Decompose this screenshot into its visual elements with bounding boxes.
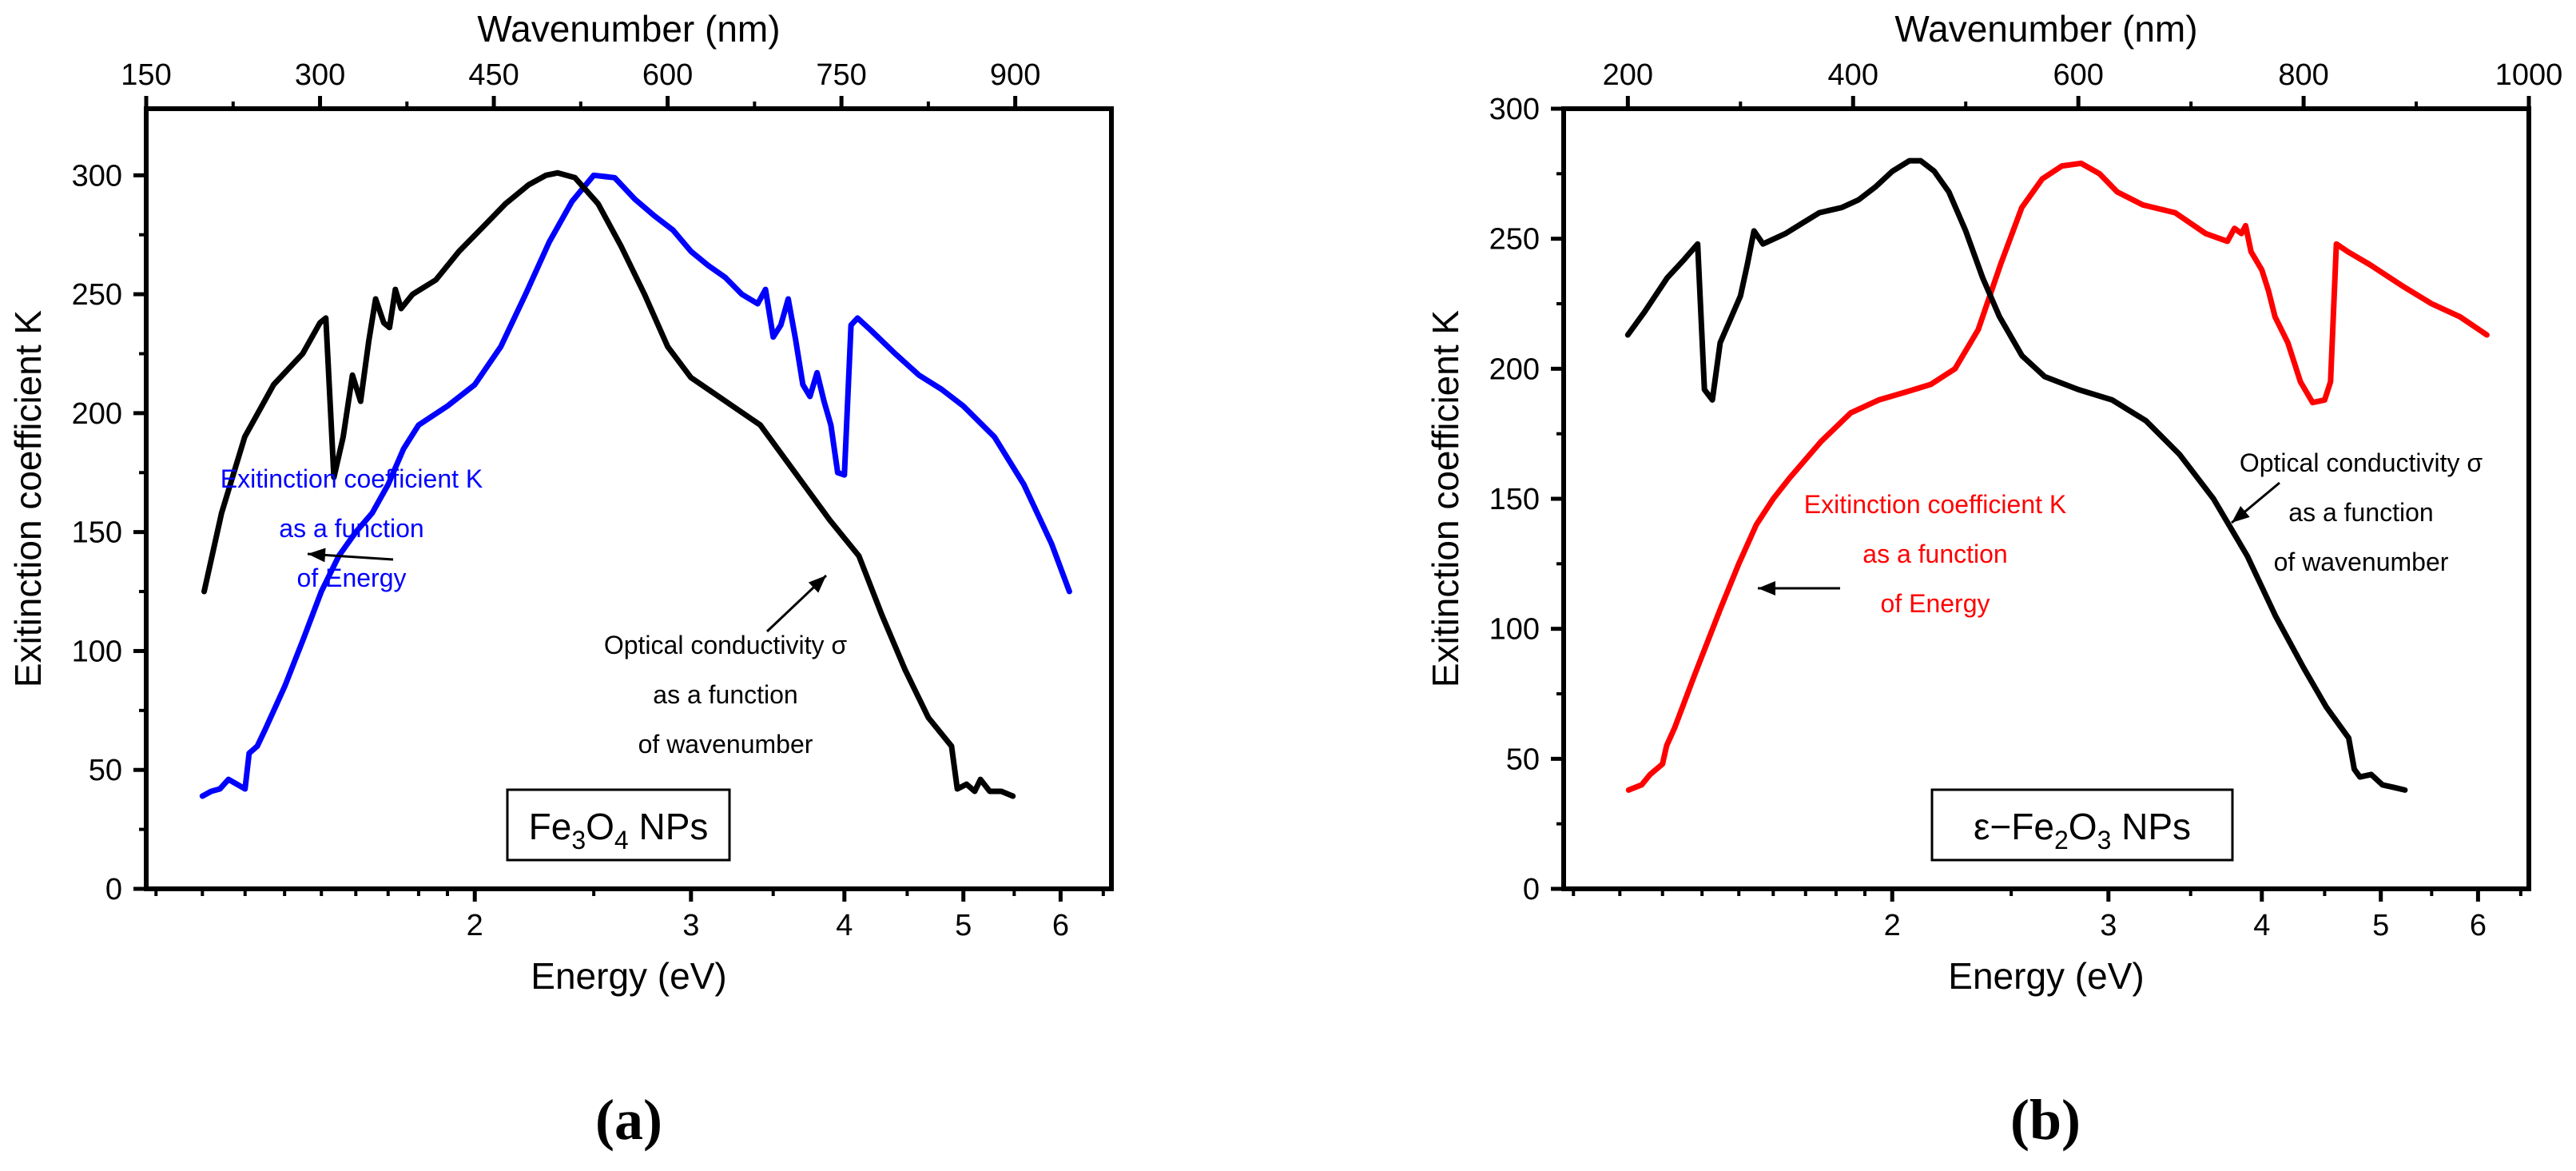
x-tick-label: 4 bbox=[836, 909, 853, 942]
sample-label-post: NPs bbox=[2111, 806, 2191, 847]
x-tick-label: 3 bbox=[682, 909, 699, 942]
sample-label-pre: Fe bbox=[529, 806, 572, 847]
sample-label-pre: ε−Fe bbox=[1974, 806, 2054, 847]
annotation-arrow-head bbox=[308, 548, 326, 563]
x-axis-title: Energy (eV) bbox=[1948, 955, 2144, 997]
sample-label-sub1: 2 bbox=[2054, 826, 2069, 854]
sample-label: Fe3O4 NPs bbox=[529, 806, 709, 854]
annotation-line: as a function bbox=[279, 514, 423, 543]
annotation-arrow-head bbox=[1758, 581, 1775, 595]
annotation-line: as a function bbox=[653, 680, 797, 709]
y-tick-label: 200 bbox=[72, 397, 122, 431]
sample-label-frame bbox=[1930, 788, 2234, 862]
sample-label-post: NPs bbox=[629, 806, 709, 847]
sample-label-box: Fe3O4 NPs bbox=[506, 788, 731, 862]
y-tick-label: 50 bbox=[89, 754, 122, 787]
annotation-energy: Exitinction coefficient K as a function of… bbox=[221, 464, 483, 592]
series-line-energy bbox=[199, 172, 1072, 799]
sample-label-box: ε−Fe2O3 NPs bbox=[1930, 788, 2234, 862]
y-tick-label: 100 bbox=[1489, 613, 1540, 647]
y-axis-title: Exitinction coefficient K bbox=[7, 310, 49, 687]
top-tick-label: 150 bbox=[121, 58, 171, 92]
annotation-energy: Exitinction coefficient K as a function of… bbox=[1758, 490, 2066, 618]
annotation-wavenumber: Optical conductivity σ as a function of wa… bbox=[604, 574, 848, 759]
y-tick-label: 300 bbox=[72, 159, 122, 193]
y-tick-label: 250 bbox=[72, 278, 122, 312]
series-line-wavenumber bbox=[201, 169, 1016, 799]
sample-label-mid: O bbox=[586, 806, 614, 847]
top-tick-label: 600 bbox=[2053, 58, 2103, 92]
annotation-line: Optical conductivity σ bbox=[2240, 448, 2483, 477]
panel-label: (a) bbox=[595, 1088, 662, 1152]
annotation-line: Optical conductivity σ bbox=[604, 631, 848, 659]
y-axis-title: Exitinction coefficient K bbox=[1425, 310, 1466, 687]
series-line-energy bbox=[1625, 160, 2490, 793]
x-tick-label: 6 bbox=[2470, 909, 2487, 942]
series-line-wavenumber bbox=[1624, 157, 2408, 793]
y-tick-label: 0 bbox=[105, 873, 122, 906]
plot-frame bbox=[144, 106, 1114, 891]
sample-label-sub2: 4 bbox=[614, 826, 629, 854]
top-axis-title: Wavenumber (nm) bbox=[1894, 8, 2197, 50]
sample-label: ε−Fe2O3 NPs bbox=[1974, 806, 2191, 854]
annotation-line: Exitinction coefficient K bbox=[1804, 490, 2066, 519]
y-tick-label: 250 bbox=[1489, 223, 1540, 257]
annotation-line: of Energy bbox=[297, 564, 407, 592]
top-axis-title: Wavenumber (nm) bbox=[477, 8, 780, 50]
x-tick-label: 5 bbox=[2372, 909, 2389, 942]
top-tick-label: 300 bbox=[295, 58, 345, 92]
x-tick-label: 2 bbox=[1884, 909, 1901, 942]
x-tick-label: 4 bbox=[2253, 909, 2270, 942]
x-tick-label: 6 bbox=[1052, 909, 1069, 942]
annotation-line: as a function bbox=[1862, 540, 2007, 568]
y-tick-label: 50 bbox=[1506, 743, 1540, 776]
annotation-arrow-head bbox=[808, 576, 826, 593]
annotation-line: of wavenumber bbox=[2274, 548, 2449, 576]
top-tick-label: 600 bbox=[642, 58, 693, 92]
annotation-line: Exitinction coefficient K bbox=[221, 464, 483, 493]
y-tick-label: 200 bbox=[1489, 352, 1540, 386]
annotation-line: of Energy bbox=[1881, 589, 1990, 618]
y-tick-label: 150 bbox=[1489, 483, 1540, 516]
y-tick-label: 0 bbox=[1523, 873, 1540, 906]
top-tick-label: 900 bbox=[990, 58, 1040, 92]
sample-label-sub1: 3 bbox=[571, 826, 586, 854]
y-tick-label: 300 bbox=[1489, 93, 1540, 126]
sample-label-sub2: 3 bbox=[2097, 826, 2112, 854]
panel-label: (b) bbox=[2010, 1088, 2081, 1152]
x-tick-label: 2 bbox=[467, 909, 483, 942]
annotation-wavenumber: Optical conductivity σ as a function of wa… bbox=[2231, 448, 2483, 576]
top-tick-label: 750 bbox=[816, 58, 866, 92]
top-tick-label: 400 bbox=[1828, 58, 1878, 92]
top-tick-label: 450 bbox=[468, 58, 519, 92]
x-tick-label: 5 bbox=[955, 909, 972, 942]
annotation-line: of wavenumber bbox=[638, 730, 813, 759]
x-axis-title: Energy (eV) bbox=[531, 955, 726, 997]
top-tick-label: 800 bbox=[2278, 58, 2328, 92]
annotation-arrow-head bbox=[2232, 506, 2250, 523]
top-tick-label: 1000 bbox=[2495, 58, 2563, 92]
y-tick-label: 100 bbox=[72, 635, 122, 668]
sample-label-frame bbox=[506, 788, 731, 862]
x-tick-label: 3 bbox=[2100, 909, 2117, 942]
y-tick-label: 150 bbox=[72, 516, 122, 550]
annotation-line: as a function bbox=[2288, 498, 2433, 527]
sample-label-mid: O bbox=[2069, 806, 2097, 847]
top-tick-label: 200 bbox=[1603, 58, 1653, 92]
